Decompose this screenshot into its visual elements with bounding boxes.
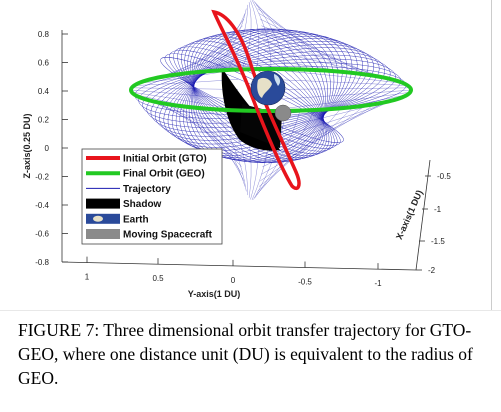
x-tick-label: -1: [434, 205, 442, 214]
trajectory-path: [213, 8, 247, 71]
x-axis-line: [415, 159, 431, 271]
trajectory-path: [157, 102, 241, 159]
z-axis-title: Z-axis(0.25 DU): [22, 113, 32, 178]
trajectory-loop: [187, 35, 326, 160]
frame-edge: [491, 0, 492, 310]
y-tick-label: -1: [374, 279, 382, 288]
legend-box: [81, 148, 223, 245]
divider: [0, 310, 501, 311]
trajectory-loop: [189, 33, 325, 161]
z-tick-label: 0.6: [38, 59, 50, 68]
z-tick-label: 0: [45, 144, 50, 153]
z-tick-label: -0.6: [35, 230, 49, 239]
legend-label: Shadow: [123, 199, 162, 210]
z-tick-label: 0.2: [38, 116, 50, 125]
z-tick-label: 0.4: [38, 87, 50, 96]
trajectory-path: [149, 100, 241, 151]
trajectory-path: [241, 2, 252, 70]
trajectory-path: [177, 105, 243, 175]
z-tick-label: -0.2: [35, 173, 49, 182]
z-tick-label: -0.8: [35, 258, 49, 267]
trajectory-path: [264, 100, 393, 151]
trajectory-path: [200, 108, 246, 187]
z-tick-label: -0.4: [35, 201, 49, 210]
legend-label: Final Orbit (GEO): [123, 169, 205, 180]
legend-label: Earth: [123, 214, 149, 225]
trajectory-path: [250, 0, 260, 70]
y-tick-label: 0: [231, 276, 236, 285]
figure-caption: FIGURE 7: Three dimensional orbit transf…: [18, 320, 473, 388]
trajectory-path: [257, 8, 329, 71]
trajectory-path: [260, 18, 354, 74]
trajectory-path: [258, 13, 342, 72]
trajectory-path: [166, 32, 242, 77]
legend: Initial Orbit (GTO) Final Orbit (GEO) Traj…: [81, 148, 223, 245]
trajectory-path: [258, 108, 342, 187]
trajectory-path: [166, 103, 242, 168]
x-axis-title: X-axis(1 DU): [394, 189, 425, 242]
trajectory-loop: [193, 28, 326, 164]
trajectory-loop: [184, 38, 328, 158]
y-ticks: 1 0.5 0 -0.5 -1: [85, 256, 382, 288]
gto-orbit: [211, 9, 301, 190]
trajectory-path: [265, 79, 408, 86]
earth: [250, 70, 286, 106]
x-ticks: -0.5 -1 -1.5 -2: [416, 172, 451, 275]
y-tick-label: 1: [85, 273, 90, 282]
x-tick-label: -2: [428, 266, 436, 275]
trajectory-path: [213, 109, 247, 192]
z-ticks: 0.8 0.6 0.4 0.2 0 -0.2 -0.4 -0.6 -0.8: [35, 30, 68, 267]
trajectory-path: [188, 19, 244, 74]
legend-swatch: [86, 198, 120, 209]
y-axis-title: Y-axis(1 DU): [188, 289, 241, 299]
trajectory-loop: [179, 32, 348, 156]
trajectory-path: [261, 25, 365, 75]
trajectory-loop: [192, 30, 324, 163]
legend-label: Initial Orbit (GTO): [123, 154, 207, 165]
y-axis-line: [61, 261, 417, 271]
moving-spacecraft: [274, 104, 292, 122]
y-tick-label: -0.5: [298, 277, 312, 286]
legend-swatch-detail: [93, 215, 103, 222]
trajectory-path: [265, 87, 411, 90]
legend-swatch: [86, 229, 120, 239]
axes: [61, 30, 431, 271]
geo-orbit: [129, 67, 413, 113]
trajectory-path: [265, 89, 412, 101]
trajectory-path: [263, 102, 385, 159]
x-tick-label: -0.5: [437, 172, 451, 181]
legend-label: Trajectory: [123, 184, 171, 195]
trajectory-path: [256, 109, 315, 196]
x-tick-label: -1.5: [431, 237, 445, 246]
trajectory-path: [227, 4, 248, 71]
trajectory-path: [262, 32, 376, 77]
z-tick-label: 0.8: [38, 30, 50, 39]
trajectory-path: [254, 110, 301, 198]
y-tick-label: 0.5: [152, 274, 164, 283]
trajectory-path: [188, 106, 244, 181]
trajectory-path: [261, 105, 365, 175]
trajectory-path: [253, 0, 286, 70]
trajectory-loop: [192, 28, 329, 163]
legend-label: Moving Spacecraft: [123, 230, 213, 241]
